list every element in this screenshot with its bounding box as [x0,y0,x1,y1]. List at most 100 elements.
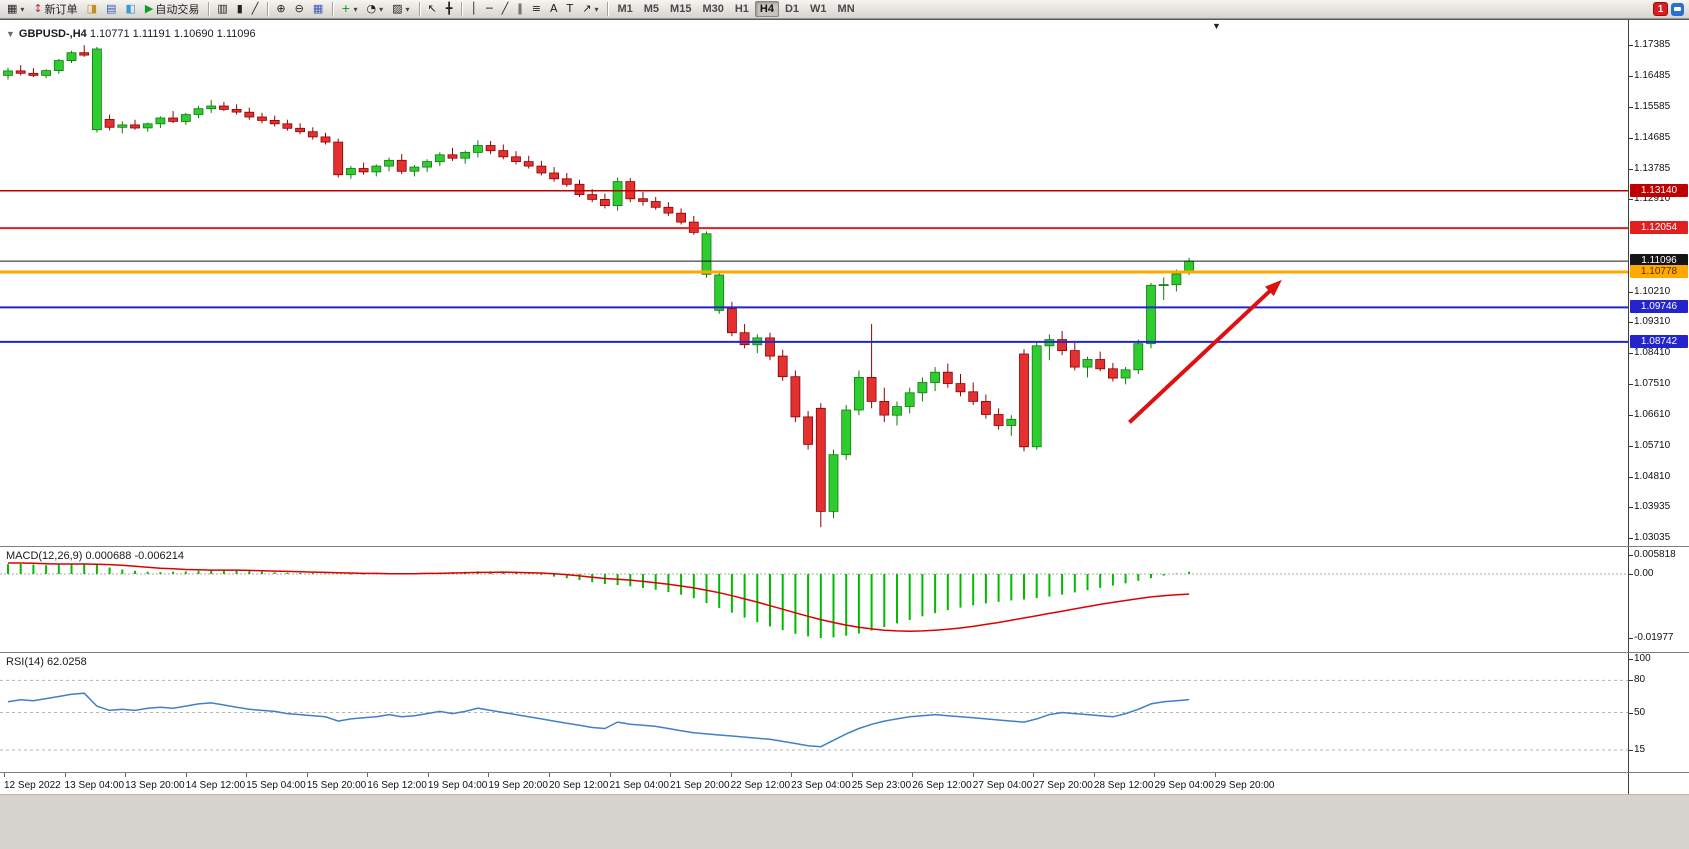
arrows-icon: ↗ [582,2,592,15]
macd-signal-value: -0.006214 [134,550,184,562]
axis-label: 80 [1634,674,1646,686]
time-tick [1154,773,1156,777]
axis-tick [1629,291,1633,293]
axis-label: 1.09310 [1634,316,1671,328]
navigator-button[interactable]: ◧ [121,1,139,17]
time-label: 15 Sep 04:00 [246,780,306,791]
vertical-line-button[interactable]: │ [466,1,481,17]
time-axis[interactable]: 12 Sep 2022 13 Sep 04:00 13 Sep 20:00 14 Se… [0,773,1628,794]
dropdown-arrow-icon[interactable]: ▾ [353,4,358,14]
macd-main-value: 0.000688 [85,550,132,562]
zoom-out-icon: ⊖ [294,2,304,15]
toolbar-separator [208,2,210,16]
cursor-button[interactable]: ↖ [424,1,441,17]
time-tick [670,773,672,777]
line-chart-button[interactable]: ╱ [248,1,263,17]
axis-tick [1629,507,1633,509]
market-watch-button[interactable]: ◨ [83,1,101,17]
toolbar-separator [332,2,334,16]
time-tick [4,773,5,777]
horizontal-line-button[interactable]: ─ [482,1,497,17]
timeframe-m15-button-label: M15 [670,3,692,15]
notification-badge[interactable]: 1 [1653,2,1668,16]
autotrading-button[interactable]: ▶ 自动交易 [141,1,203,17]
time-tick [367,773,369,777]
rsi-panel-canvas[interactable] [0,653,1628,772]
window-bottom-margin [0,794,1689,849]
autotrading-button-label: 自动交易 [155,4,200,16]
community-icon[interactable] [1671,2,1684,16]
dropdown-arrow-icon[interactable]: ▾ [405,4,410,14]
dropdown-arrow-icon[interactable]: ▾ [594,4,599,14]
panel-divider[interactable] [0,546,1689,547]
equidistant-channel-button[interactable]: ∥ [513,1,527,17]
axis-tick [1629,353,1633,355]
text-button[interactable]: A [546,1,562,17]
axis-tick [1629,198,1633,200]
time-tick [912,773,914,777]
axis-tick [1629,750,1633,751]
price-chart-canvas[interactable] [0,20,1628,546]
axis-label: 1.16485 [1634,69,1671,81]
price-badge: 1.13140 [1630,183,1688,197]
timeframe-m5-button-label: M5 [643,3,660,15]
candlestick-chart-button[interactable]: ▮ [233,1,247,17]
time-label: 21 Sep 04:00 [609,780,670,791]
time-tick [851,773,853,777]
text-label-button[interactable]: T [563,1,578,17]
new-chart-icon: ▦ [7,2,18,15]
chart-shift-marker-icon[interactable]: ▼ [1212,21,1221,31]
toolbar-separator [418,2,420,16]
dropdown-arrow-icon[interactable]: ▾ [379,4,384,14]
time-label: 28 Sep 12:00 [1093,780,1154,791]
price-axis[interactable]: 1.17385 1.16485 1.15585 1.14685 1.13785 1.129… [1628,20,1689,794]
fibonacci-button[interactable]: ≡ [528,1,545,17]
axis-tick [1629,555,1633,557]
timeframe-m1-button[interactable]: M1 [612,1,637,17]
indicators-icon: + [341,2,351,15]
time-label: 29 Sep 20:00 [1215,780,1275,791]
chart-header: ▼ GBPUSD-,H4 1.10771 1.11191 1.10690 1.11… [6,28,256,40]
indicators-button[interactable]: + ▾ [337,1,361,17]
timeframe-h4-button[interactable]: H4 [754,1,779,17]
dropdown-arrow-icon[interactable]: ▾ [20,4,25,14]
trendline-button[interactable]: ╱ [498,1,513,17]
timeframe-w1-button[interactable]: W1 [805,1,832,17]
templates-button[interactable]: ▨ ▾ [388,1,413,17]
timeframe-m15-button[interactable]: M15 [665,1,696,17]
timeframe-h1-button-label: H1 [734,3,749,15]
timeframe-m30-button[interactable]: M30 [697,1,728,17]
macd-name: MACD(12,26,9) [6,550,83,562]
bar-chart-icon: ▥ [217,2,228,15]
timeframe-mn-button[interactable]: MN [833,1,860,17]
timeframe-d1-button-label: D1 [784,3,800,15]
time-tick [246,773,248,777]
periods-button[interactable]: ◔ ▾ [363,1,388,17]
horizontal-line-icon: ─ [486,2,493,15]
data-window-button[interactable]: ▤ [102,1,120,17]
axis-tick [1629,446,1633,448]
arrows-button[interactable]: ↗ ▾ [578,1,602,17]
axis-label: -0.01977 [1634,631,1674,643]
timeframe-d1-button[interactable]: D1 [780,1,804,17]
new-order-button[interactable]: ↕ 新订单 [29,1,81,17]
panel-divider[interactable] [0,652,1689,653]
axis-tick [1629,384,1633,386]
axis-label: 50 [1634,706,1646,718]
zoom-out-button[interactable]: ⊖ [291,1,308,17]
panel-divider[interactable] [0,772,1689,773]
timeframe-m5-button[interactable]: M5 [639,1,664,17]
new-chart-button[interactable]: ▦ ▾ [3,1,28,17]
toolbar-separator [607,2,609,16]
macd-panel-canvas[interactable] [0,547,1628,652]
timeframe-h1-button[interactable]: H1 [730,1,754,17]
time-label: 27 Sep 20:00 [1033,780,1093,791]
crosshair-button[interactable]: ╋ [442,1,457,17]
tile-windows-button[interactable]: ▦ [309,1,327,17]
zoom-in-button[interactable]: ⊕ [272,1,289,17]
price-badge: 1.08742 [1630,334,1688,348]
bar-chart-button[interactable]: ▥ [213,1,231,17]
one-click-trading-arrow-icon[interactable]: ▼ [6,29,15,39]
line-chart-icon: ╱ [251,2,259,15]
